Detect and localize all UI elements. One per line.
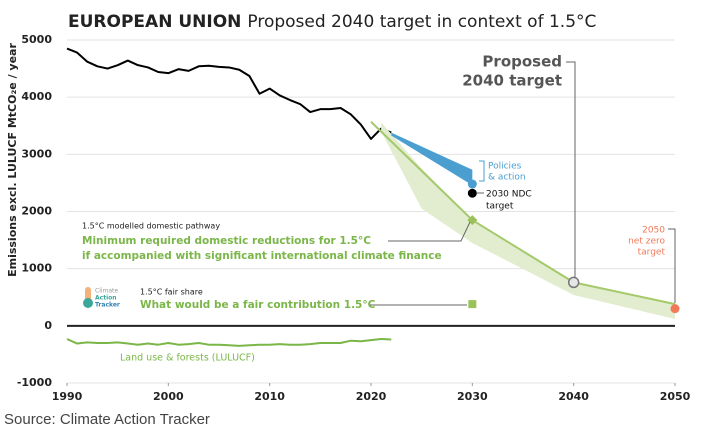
marker [567,276,580,289]
annotation: What would be a fair contribution 1.5°C [140,299,376,311]
marker [467,179,477,189]
logo-icon [85,287,91,301]
annotation: Policies [488,162,522,172]
y-tick-label: 3000 [21,147,52,160]
annotation: target [486,202,514,212]
annotation: 2050 [642,226,665,236]
x-tick-label: 2000 [153,390,184,403]
marker [670,304,680,314]
annotation: 1.5°C fair share [140,288,203,297]
bracket [479,160,485,182]
leader-line [668,228,676,303]
y-axis-label: Emissions excl. LULUCF MtCO₂e / year [6,43,19,277]
band [391,132,473,186]
leader-line [566,61,576,277]
annotation: 2030 NDC [486,190,532,200]
x-tick-label: 2010 [254,390,285,403]
logo-icon [83,298,93,308]
line [66,337,392,347]
logo-text: Climate [95,288,118,295]
annotation: Minimum required domestic reductions for… [82,235,371,247]
logo-text: Action [95,295,117,302]
annotation: Proposed [482,53,562,71]
series-label: Land use & forests (LULUCF) [120,353,255,364]
annotation: & action [488,173,526,183]
leader-line [388,221,471,242]
y-tick-label: -1000 [17,376,53,389]
chart-title: EUROPEAN UNION Proposed 2040 target in co… [68,12,596,32]
source: Source: Climate Action Tracker [4,411,210,428]
x-tick-label: 2020 [356,390,387,403]
logo-text: Tracker [95,302,120,309]
y-tick-label: 5000 [21,33,52,46]
x-tick-label: 2030 [457,390,488,403]
annotation: 2040 target [462,72,562,90]
y-tick-label: 1000 [21,262,52,275]
x-tick-label: 2040 [558,390,589,403]
annotation: net zero [628,237,665,247]
y-tick-label: 2000 [21,205,52,218]
annotation: target [638,248,666,258]
marker [467,188,477,198]
band [381,122,675,319]
y-tick-label: 4000 [21,90,52,103]
y-tick-label: 0 [44,319,52,332]
line [66,47,392,140]
x-tick-label: 2050 [660,390,691,403]
title-bold: EUROPEAN UNION [68,12,241,32]
plot-area: -1000 0 1000 2000 3000 4000 5000 1990 2000 2010 20… [17,33,691,403]
marker [468,300,477,309]
x-tick-label: 1990 [52,390,83,403]
annotation: if accompanied with significant internat… [82,250,442,262]
line [370,121,676,306]
annotation: 1.5°C modelled domestic pathway [82,222,220,231]
subtitle: Proposed 2040 target in context of 1.5°C [247,12,596,32]
